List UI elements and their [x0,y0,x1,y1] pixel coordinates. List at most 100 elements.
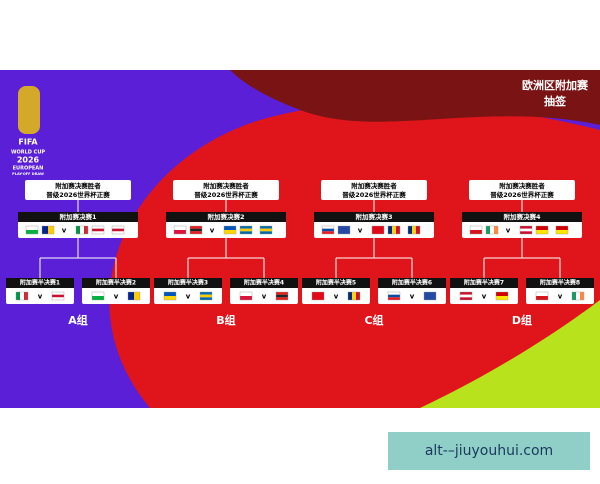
versus: v [210,227,215,235]
flag [190,226,202,229]
flag [260,231,272,234]
flag [520,226,532,229]
winner-box [321,180,427,200]
flag [26,230,38,234]
flag [128,292,134,300]
flag [460,297,472,300]
winner-line: 晋级2026世界杯正赛 [342,190,406,199]
versus: v [482,293,487,301]
flag [112,231,124,234]
flag [92,231,104,234]
logo: FIFA WORLD CUP 2026 EUROPEAN PLAY-OFF DR… [11,86,45,176]
group-label: C组 [364,313,383,327]
flag-border [127,291,141,301]
semi-header [450,278,518,288]
flag [80,226,84,234]
semi-header [82,278,150,288]
flag [76,226,80,234]
winner-line: 附加赛决赛胜者 [203,181,249,190]
versus: v [358,227,363,235]
winner-box [469,180,575,200]
logo-brand: FIFA [18,138,38,147]
flag [48,226,54,234]
flag [224,226,236,230]
flag [200,294,212,298]
versus: v [506,227,511,235]
flag [322,226,334,229]
group-label: D组 [512,313,532,327]
flag [276,294,288,298]
winner-line: 附加赛决赛胜者 [499,181,545,190]
final-header [462,212,582,222]
flag-border [259,225,273,235]
flag [260,226,272,229]
flag [322,231,334,234]
flag [470,226,482,230]
versus: v [558,293,563,301]
semi-label: 附加赛半决赛7 [464,279,504,287]
flag [486,226,490,234]
flag [84,226,88,234]
flag [396,226,400,234]
flag-border [407,225,421,235]
flag-border [347,291,361,301]
flag [190,231,202,234]
flag [388,294,400,298]
winner-box [173,180,279,200]
flag-border [519,225,533,235]
logo-stage: PLAY-OFF DRAW [12,172,44,176]
flag [536,226,548,230]
flag [416,226,420,234]
title: 欧洲区附加赛 [522,78,589,92]
flag [388,226,392,234]
versus: v [334,293,339,301]
flag-border [91,225,105,235]
flag-border [459,291,473,301]
flag [276,297,288,300]
semi-label: 附加赛半决赛6 [392,279,432,287]
flag [42,226,48,234]
flag-border [41,225,55,235]
logo-event: WORLD CUP [11,150,45,156]
flag [496,292,508,296]
flag [576,292,580,300]
flag-border [111,225,125,235]
final-label: 附加赛决赛1 [59,212,97,221]
versus: v [62,227,67,235]
flag [338,226,350,234]
flag [240,226,252,229]
watermark: alt-–jiuyouhui.com [425,443,553,459]
versus: v [38,293,43,301]
flag [460,294,472,298]
versus: v [114,293,119,301]
flag [572,292,576,300]
flag-border [189,225,203,235]
flag-border [571,291,585,301]
flag [392,226,396,234]
flag-border [387,225,401,235]
winner-box [25,180,131,200]
flag [276,292,288,295]
flag [240,231,252,234]
flag-border [163,291,177,301]
semi-label: 附加赛半决赛1 [20,279,60,287]
flag [388,297,400,300]
winner-line: 附加赛决赛胜者 [351,181,397,190]
final-label: 附加赛决赛4 [503,212,541,221]
flag [408,226,412,234]
final-header [18,212,138,222]
semi-header [6,278,74,288]
semi-header [526,278,594,288]
winner-line: 晋级2026世界杯正赛 [194,190,258,199]
semi-header [302,278,370,288]
flag [190,228,202,232]
flag [112,226,124,229]
flag-border [469,225,483,235]
flag-border [387,291,401,301]
versus: v [262,293,267,301]
flag [240,296,252,300]
flag-border [239,225,253,235]
final-header [166,212,286,222]
flag [16,292,20,300]
